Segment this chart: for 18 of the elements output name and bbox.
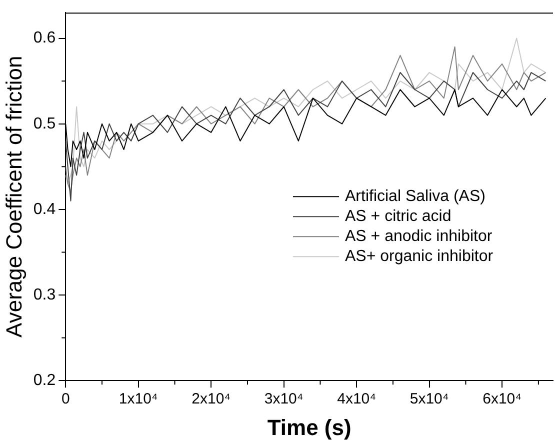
x-tick-label: 4x10⁴ <box>337 390 376 408</box>
x-tick-label: 5x10⁴ <box>410 390 449 408</box>
y-tick-label: 0.6 <box>33 30 56 47</box>
legend-label: Artificial Saliva (AS) <box>345 188 486 206</box>
x-tick-label: 1x10⁴ <box>118 390 158 408</box>
x-tick-label: 2x10⁴ <box>192 390 231 408</box>
x-tick-label: 3x10⁴ <box>264 390 304 408</box>
x-axis-title: Time (s) <box>267 414 352 440</box>
legend-label: AS + anodic inhibitor <box>345 228 493 246</box>
legend-label: AS + citric acid <box>345 208 452 226</box>
y-tick-label: 0.5 <box>33 115 56 132</box>
y-axis-title: Average Coefficent of friction <box>1 56 26 338</box>
x-tick-label: 6x10⁴ <box>482 390 522 408</box>
legend-label: AS+ organic inhibitor <box>345 248 494 266</box>
y-tick-label: 0.4 <box>33 200 56 218</box>
y-tick-label: 0.2 <box>33 372 56 390</box>
y-tick-label: 0.3 <box>33 286 56 304</box>
x-tick-label: 0 <box>61 390 70 408</box>
